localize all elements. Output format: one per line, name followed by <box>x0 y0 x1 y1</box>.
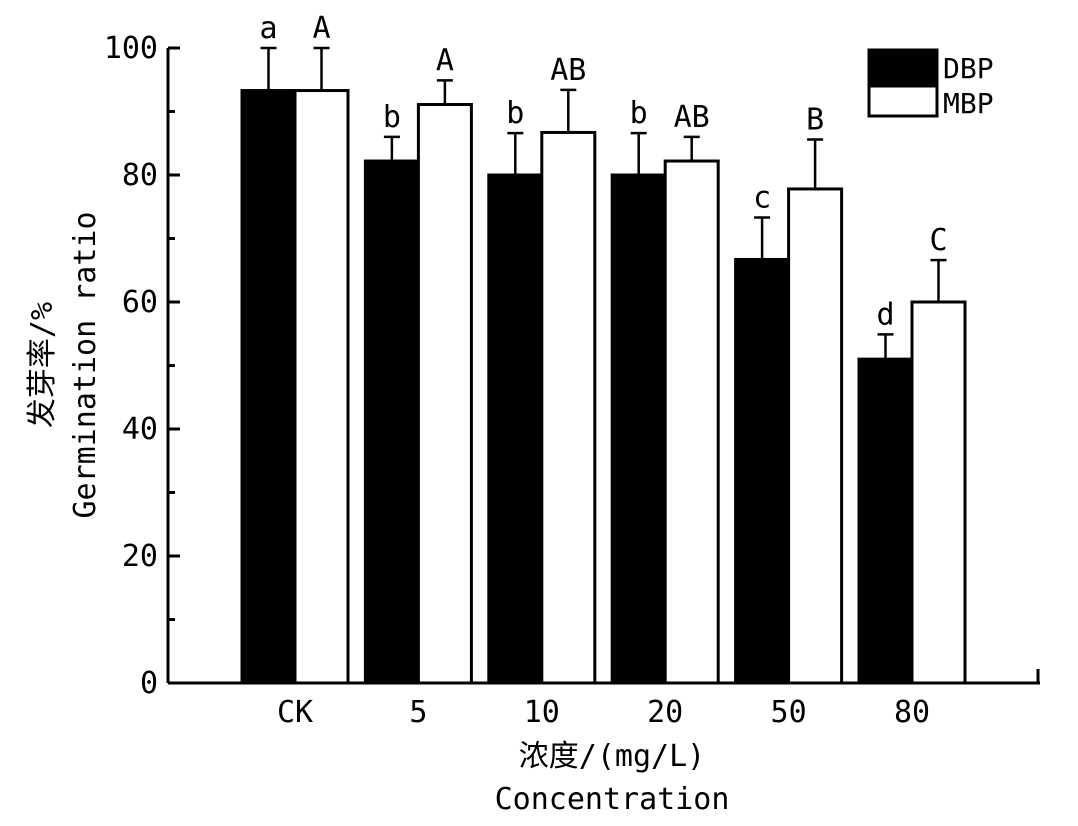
legend-swatch-mbp <box>867 84 939 118</box>
bar-mbp-10 <box>540 130 597 685</box>
legend: DBP MBP <box>867 48 994 120</box>
significance-letter: b <box>506 96 524 131</box>
bar-dbp-50 <box>734 257 791 685</box>
y-tick-label: 20 <box>122 539 158 574</box>
significance-letter: AB <box>550 53 586 88</box>
x-tick-label: 10 <box>524 695 560 730</box>
x-axis-labels: CK 5 10 20 50 80 <box>277 695 930 730</box>
bar-mbp-20 <box>663 159 720 685</box>
bar-dbp-80 <box>857 357 914 685</box>
x-axis-title-en: Concentration <box>495 782 730 817</box>
bar-dbp-5 <box>363 159 420 685</box>
significance-letter: b <box>383 100 401 135</box>
significance-letter: d <box>876 297 894 332</box>
x-axis-title-zh: 浓度/(mg/L) <box>519 739 705 774</box>
x-tick-label: CK <box>277 695 313 730</box>
significance-letter: b <box>630 96 648 131</box>
y-tick-label: 0 <box>140 666 158 701</box>
y-tick-label: 40 <box>122 412 158 447</box>
x-tick-label: 20 <box>647 695 683 730</box>
significance-letter: A <box>312 11 330 46</box>
significance-letter: A <box>436 43 454 78</box>
legend-label-mbp: MBP <box>943 87 994 120</box>
bar-dbp-20 <box>610 173 667 685</box>
significance-letter: a <box>259 11 277 46</box>
bar-mbp-80 <box>910 300 967 685</box>
x-tick-label: 80 <box>894 695 930 730</box>
y-axis-title-en: Germination ratio <box>68 211 103 518</box>
bar-mbp-50 <box>787 187 844 685</box>
legend-swatch-dbp <box>867 48 939 86</box>
x-axis-title: 浓度/(mg/L) Concentration <box>495 739 730 817</box>
significance-letter: C <box>929 223 947 258</box>
bar-mbp-5 <box>416 103 473 685</box>
bar-dbp-ck <box>240 89 297 685</box>
significance-letter: AB <box>674 100 710 135</box>
y-tick-label: 60 <box>122 285 158 320</box>
bar-dbp-10 <box>487 173 544 685</box>
y-axis-title-zh: 发芽率/% <box>25 302 60 428</box>
x-tick-label: 50 <box>771 695 807 730</box>
y-axis-title: 发芽率/% Germination ratio <box>25 211 103 518</box>
x-tick-label: 5 <box>409 695 427 730</box>
y-tick-label: 80 <box>122 158 158 193</box>
y-axis-ticks: 0 20 40 60 80 100 <box>104 31 180 701</box>
y-tick-label: 100 <box>104 31 158 66</box>
legend-label-dbp: DBP <box>943 52 994 85</box>
bar-mbp-ck <box>293 89 350 685</box>
significance-letter: B <box>806 102 824 137</box>
significance-letter: c <box>753 181 771 216</box>
